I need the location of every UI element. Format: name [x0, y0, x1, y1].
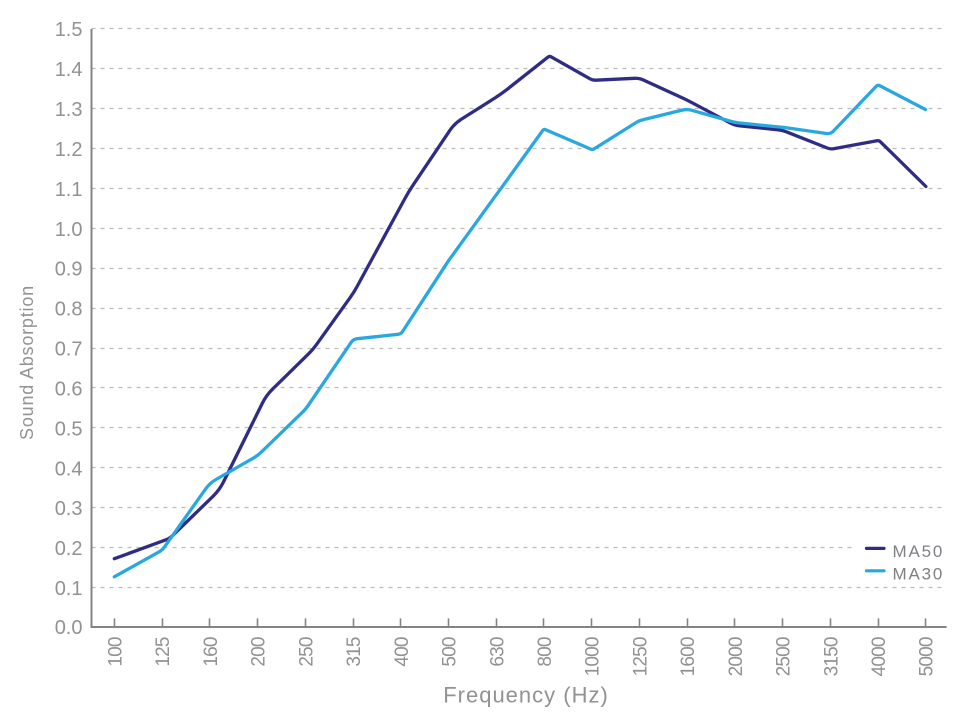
svg-text:0.3: 0.3 — [55, 498, 83, 520]
svg-text:2000: 2000 — [726, 637, 747, 676]
svg-text:MA30: MA30 — [893, 564, 945, 583]
svg-text:1600: 1600 — [678, 637, 699, 676]
svg-text:1.3: 1.3 — [55, 99, 83, 121]
svg-text:0.9: 0.9 — [55, 259, 83, 281]
svg-text:0.5: 0.5 — [55, 418, 83, 440]
svg-text:1.1: 1.1 — [55, 179, 83, 201]
svg-text:630: 630 — [487, 637, 508, 667]
svg-text:1.5: 1.5 — [55, 19, 83, 41]
svg-text:0.8: 0.8 — [55, 299, 83, 321]
svg-text:100: 100 — [106, 637, 127, 667]
svg-text:2500: 2500 — [774, 637, 795, 676]
svg-text:5000: 5000 — [917, 637, 938, 676]
svg-text:3150: 3150 — [821, 637, 842, 676]
svg-text:1.2: 1.2 — [55, 139, 83, 161]
svg-text:1.4: 1.4 — [55, 59, 83, 81]
svg-text:800: 800 — [535, 637, 556, 667]
svg-text:1.0: 1.0 — [55, 219, 83, 241]
svg-text:0.0: 0.0 — [55, 617, 83, 639]
svg-text:125: 125 — [153, 637, 174, 667]
svg-text:Sound Absorption: Sound Absorption — [17, 285, 37, 440]
svg-text:MA50: MA50 — [893, 542, 945, 561]
svg-text:1250: 1250 — [630, 637, 651, 676]
svg-text:200: 200 — [249, 637, 270, 667]
svg-text:160: 160 — [201, 637, 222, 667]
svg-text:0.2: 0.2 — [55, 538, 83, 560]
svg-text:0.1: 0.1 — [55, 578, 83, 600]
svg-text:0.4: 0.4 — [55, 458, 83, 480]
svg-text:400: 400 — [392, 637, 413, 667]
svg-text:500: 500 — [440, 637, 461, 667]
svg-text:0.7: 0.7 — [55, 339, 83, 361]
svg-text:0.6: 0.6 — [55, 379, 83, 401]
svg-text:315: 315 — [344, 637, 365, 667]
svg-text:Frequency (Hz): Frequency (Hz) — [443, 683, 609, 708]
svg-text:4000: 4000 — [869, 637, 890, 676]
svg-text:1000: 1000 — [583, 637, 604, 676]
svg-text:250: 250 — [296, 637, 317, 667]
